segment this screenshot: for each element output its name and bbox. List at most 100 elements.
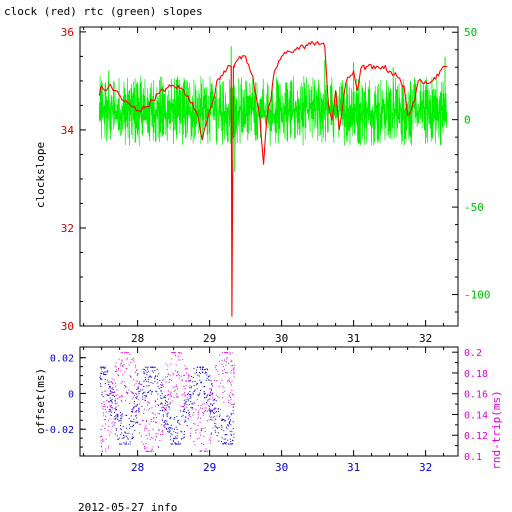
rnd-trip-point — [144, 427, 146, 429]
offset-point — [197, 394, 199, 396]
rnd-trip-point — [170, 402, 172, 404]
offset-point — [228, 421, 230, 423]
offset-point — [184, 416, 186, 418]
rnd-trip-point — [183, 391, 185, 393]
rnd-trip-point — [162, 386, 164, 388]
rnd-trip-point — [170, 363, 172, 365]
offset-point — [167, 424, 169, 425]
rnd-trip-point — [178, 352, 180, 354]
rnd-trip-point — [215, 365, 217, 367]
offset-point — [104, 371, 106, 373]
rtc-slope-series-layer — [99, 46, 447, 173]
rnd-trip-point — [136, 394, 138, 395]
rnd-trip-point — [178, 377, 180, 379]
rnd-trip-point — [211, 432, 213, 434]
rnd-trip-point — [169, 402, 171, 404]
offset-point — [218, 440, 220, 442]
rnd-trip-point — [121, 381, 123, 383]
offset-point — [100, 378, 102, 380]
rnd-trip-point — [222, 370, 224, 372]
offset-point — [229, 416, 231, 418]
offset-point — [150, 366, 151, 368]
offset-point — [148, 390, 150, 392]
rtc-slope-line — [99, 75, 447, 146]
rnd-trip-point — [147, 401, 149, 403]
offset-point — [225, 443, 227, 445]
offset-point — [134, 429, 136, 431]
offset-point — [230, 433, 232, 435]
rnd-trip-point — [212, 408, 214, 410]
offset-point — [207, 400, 209, 402]
bottom-left-tick-label: 0 — [68, 389, 74, 400]
rnd-trip-point — [210, 434, 212, 436]
rnd-trip-point — [132, 357, 134, 359]
rnd-trip-point — [115, 398, 117, 400]
rnd-trip-point — [196, 398, 198, 400]
rnd-trip-point — [186, 367, 188, 369]
rnd-trip-point — [204, 427, 206, 429]
rnd-trip-point — [104, 428, 106, 429]
rnd-trip-point — [184, 365, 186, 367]
rnd-trip-point — [189, 434, 191, 436]
rnd-trip-point — [111, 422, 113, 424]
offset-point — [131, 420, 133, 422]
rnd-trip-point — [105, 415, 107, 417]
offset-point — [184, 411, 186, 413]
offset-point — [132, 436, 134, 438]
rnd-trip-point — [115, 385, 117, 387]
rnd-trip-point — [129, 402, 131, 404]
rnd-trip-point — [105, 406, 107, 408]
offset-point — [136, 421, 138, 423]
offset-point — [201, 366, 203, 368]
rnd-trip-point — [134, 366, 136, 368]
offset-point — [186, 404, 188, 406]
rnd-trip-point — [205, 407, 207, 409]
rnd-trip-point — [179, 352, 181, 354]
offset-point — [112, 389, 114, 391]
offset-point — [135, 393, 137, 394]
offset-point — [213, 408, 215, 410]
rnd-trip-point — [214, 423, 216, 425]
offset-point — [213, 415, 215, 417]
offset-point — [201, 368, 203, 370]
rnd-trip-point — [155, 435, 157, 437]
offset-point — [119, 420, 121, 422]
rnd-trip-point — [214, 379, 216, 381]
offset-point — [121, 417, 123, 419]
offset-point — [229, 443, 231, 445]
offset-point — [156, 375, 158, 377]
offset-point — [232, 443, 233, 445]
offset-point — [183, 409, 185, 411]
rnd-trip-point — [164, 408, 165, 410]
rnd-trip-point — [135, 380, 137, 382]
offset-point — [114, 399, 116, 401]
rnd-trip-point — [138, 382, 140, 384]
offset-point — [184, 431, 185, 433]
offset-point — [147, 366, 149, 368]
rnd-trip-point — [128, 364, 130, 366]
rnd-trip-point — [177, 395, 179, 397]
rnd-trip-point — [197, 418, 199, 420]
rnd-trip-point — [212, 399, 214, 401]
offset-point — [223, 443, 225, 445]
offset-point — [208, 409, 210, 411]
rnd-trip-point — [227, 380, 229, 382]
top-x-tick-label: 29 — [203, 332, 216, 345]
offset-point — [105, 374, 107, 376]
rnd-trip-point — [233, 372, 235, 374]
rnd-trip-point — [185, 385, 187, 387]
offset-point — [187, 409, 189, 411]
rnd-trip-point — [160, 433, 162, 435]
offset-point — [195, 384, 197, 386]
offset-point — [101, 391, 103, 393]
bottom-right-tick-label: 0.14 — [464, 410, 488, 421]
rnd-trip-point — [191, 407, 193, 409]
offset-point — [225, 434, 227, 435]
offset-point — [121, 432, 123, 434]
rnd-trip-point — [116, 394, 118, 396]
offset-point — [230, 414, 232, 416]
rnd-trip-point — [146, 438, 148, 440]
bottom-left-tick-label: 0.02 — [50, 354, 74, 365]
offset-point — [115, 409, 117, 411]
offset-point — [168, 406, 170, 408]
